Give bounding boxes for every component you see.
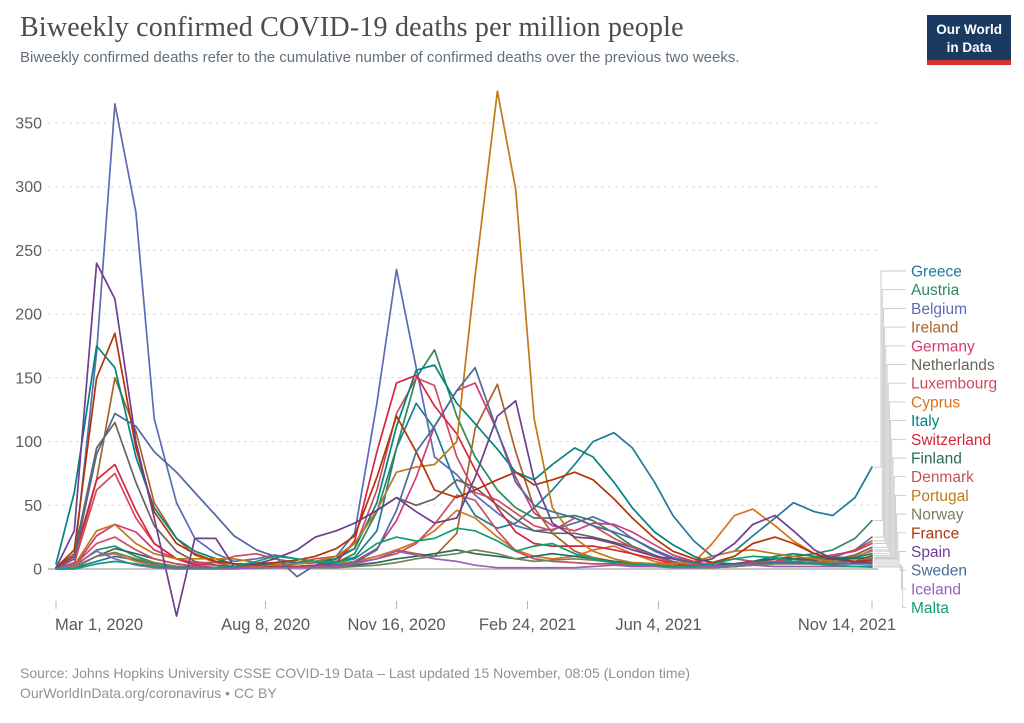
legend-leader-cyprus [874,401,906,552]
legend-leader-portugal [874,494,906,559]
legend-label-iceland[interactable]: Iceland [911,581,961,598]
legend-label-switzerland[interactable]: Switzerland [911,432,991,449]
legend-leader-germany [874,345,906,544]
y-tick-label-0: 0 [33,562,42,579]
legend-label-malta[interactable]: Malta [911,600,949,617]
owid-logo[interactable]: Our World in Data [927,15,1011,66]
y-tick-label-350: 350 [15,116,42,133]
legend-leader-greece [874,270,906,468]
line-spain[interactable] [55,262,873,617]
legend-leader-belgium [874,307,906,538]
legend-leader-france [874,532,906,561]
legend-label-italy[interactable]: Italy [911,413,940,430]
legend-leader-malta [874,566,906,609]
legend-leader-austria [874,289,906,522]
legend-label-norway[interactable]: Norway [911,507,964,524]
x-tick-label-nov-16-2020: Nov 16, 2020 [347,616,445,634]
legend-label-france[interactable]: France [911,525,959,542]
x-tick-label-aug-8-2020: Aug 8, 2020 [221,616,310,634]
owid-logo-line2: in Data [946,39,992,55]
line-france[interactable] [55,332,873,569]
y-tick-label-150: 150 [15,370,42,387]
chart-footer: Source: Johns Hopkins University CSSE CO… [20,664,690,703]
y-tick-label-50: 50 [24,498,42,515]
legend-label-denmark[interactable]: Denmark [911,469,974,486]
legend-label-cyprus[interactable]: Cyprus [911,394,960,411]
legend-label-netherlands[interactable]: Netherlands [911,357,995,374]
legend-leader-denmark [874,476,906,558]
legend-label-portugal[interactable]: Portugal [911,488,969,505]
legend-label-ireland[interactable]: Ireland [911,320,958,337]
line-malta[interactable] [55,527,873,570]
legend-leader-norway [874,513,906,560]
y-tick-label-300: 300 [15,179,42,196]
legend-label-belgium[interactable]: Belgium [911,301,967,318]
y-tick-label-100: 100 [15,434,42,451]
legend-leader-italy [874,420,906,555]
source-link[interactable]: OurWorldInData.org/coronavirus • CC BY [20,684,277,701]
legend-leader-ireland [874,326,906,542]
legend-label-spain[interactable]: Spain [911,544,951,561]
x-tick-label-nov-14-2021: Nov 14, 2021 [798,616,896,634]
x-tick-label-feb-24-2021: Feb 24, 2021 [479,616,576,634]
page-title: Biweekly confirmed COVID-19 deaths per m… [20,12,684,43]
x-tick-label-mar-1-2020: Mar 1, 2020 [55,616,143,634]
legend-label-austria[interactable]: Austria [911,282,960,299]
legend-label-finland[interactable]: Finland [911,451,962,468]
legend-label-luxembourg[interactable]: Luxembourg [911,376,997,393]
owid-logo-line1: Our World [936,22,1002,37]
page-subtitle: Biweekly confirmed deaths refer to the c… [20,49,740,66]
source-note: Source: Johns Hopkins University CSSE CO… [20,665,691,681]
legend-label-greece[interactable]: Greece [911,264,962,281]
line-iceland[interactable] [55,550,873,570]
x-tick-label-jun-4-2021: Jun 4, 2021 [615,616,701,634]
legend-leader-switzerland [874,438,906,557]
legend-leader-luxembourg [874,382,906,551]
legend-leader-netherlands [874,364,906,548]
legend-leader-finland [874,457,906,558]
y-tick-label-250: 250 [15,243,42,260]
legend-leader-spain [874,551,906,563]
line-portugal[interactable] [55,90,873,570]
legend-label-germany[interactable]: Germany [911,338,975,355]
legend-label-sweden[interactable]: Sweden [911,563,967,580]
y-tick-label-200: 200 [15,307,42,324]
legend-leader-iceland [874,565,906,590]
